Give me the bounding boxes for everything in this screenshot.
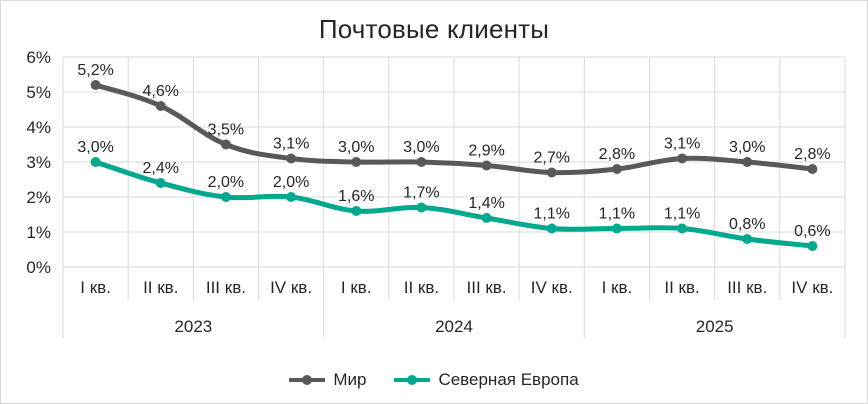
legend-label-northern-europe: Северная Европа [438,370,579,389]
series-line-0 [93,82,815,176]
series-point-1 [286,192,297,202]
data-label-0: 3,0% [729,139,765,156]
series-point-1 [807,241,818,251]
data-label-1: 0,8% [729,216,765,233]
series-point-0 [220,139,231,150]
data-label-1: 0,6% [794,223,830,240]
data-label-1: 1,4% [468,195,504,212]
data-label-0: 2,8% [794,146,830,163]
x-tick-label: IV кв. [270,278,312,297]
series-point-0 [807,164,818,174]
axis-layer: 0% 1% 2% 3% 4% 5% 6% I кв. II кв. III кв. IV кв. I … [26,48,846,338]
grid-layer [62,56,846,268]
data-label-0: 4,6% [143,83,179,100]
x-tick-label: I кв. [602,278,633,297]
y-tick-label: 2% [26,188,51,207]
chart-title: Почтовые клиенты [318,14,550,44]
series-point-0 [546,167,557,178]
x-tick-label: II кв. [404,278,439,297]
data-label-0: 3,0% [338,139,374,156]
data-label-1: 2,4% [143,160,179,177]
x-group-label: 2023 [174,317,212,336]
series-point-0 [416,157,427,167]
data-label-1: 2,0% [273,174,309,191]
data-label-0: 3,1% [664,136,700,153]
x-group-label: 2025 [696,317,734,336]
y-tick-label: 0% [26,258,51,277]
series-point-0 [90,80,101,90]
series-point-1 [677,223,688,234]
x-tick-label: II кв. [143,278,178,297]
series-point-1 [155,178,166,188]
y-tick-label: 1% [26,223,51,242]
series-point-0 [481,160,492,171]
data-label-1: 2,0% [208,174,244,191]
series-point-0 [286,153,297,164]
data-label-0: 2,8% [599,146,635,163]
data-label-1: 1,7% [403,185,439,202]
series-point-1 [416,202,427,213]
series-point-1 [546,223,557,234]
data-label-1: 1,1% [599,206,635,223]
x-group-label: 2024 [435,317,473,336]
legend-label-mir: Мир [333,370,367,389]
series-line-1 [93,159,815,249]
series-point-0 [742,157,753,167]
legend-item-northern-europe[interactable]: Северная Европа [394,370,579,390]
series-point-1 [90,157,101,167]
x-tick-label: II кв. [664,278,699,297]
data-label-0: 3,1% [273,136,309,153]
series-point-1 [351,206,362,216]
x-tick-label: I кв. [80,278,111,297]
chart-legend: Мир Северная Европа [0,370,868,390]
y-tick-label: 4% [26,118,51,137]
data-label-1: 1,6% [338,188,374,205]
series-layer [90,80,818,251]
x-tick-label: III кв. [206,278,246,297]
series-point-1 [742,234,753,244]
series-point-1 [220,192,231,202]
data-label-0: 2,7% [534,150,570,167]
x-tick-label: I кв. [341,278,372,297]
data-label-0: 2,9% [468,143,504,160]
legend-swatch-northern-europe [394,375,431,385]
series-point-0 [611,164,622,174]
series-point-0 [351,157,362,167]
y-tick-label: 6% [26,48,51,67]
series-point-1 [481,213,492,223]
data-label-1: 1,1% [534,206,570,223]
label-layer: 5,2% 4,6% 3,5% 3,1% 3,0% 3,0% 2,9% 2,7% 2,8% 3,1%… [77,62,830,240]
legend-swatch-mir [289,375,326,385]
series-point-0 [677,153,688,164]
data-label-0: 5,2% [77,62,113,79]
y-tick-label: 5% [26,83,51,102]
y-tick-label: 3% [26,153,51,172]
x-tick-label: IV кв. [531,278,573,297]
legend-item-mir[interactable]: Мир [289,370,366,390]
data-label-0: 3,5% [208,122,244,139]
x-tick-label: III кв. [467,278,507,297]
series-point-0 [155,101,166,111]
data-label-1: 1,1% [664,206,700,223]
x-tick-label: III кв. [727,278,767,297]
x-tick-label: IV кв. [791,278,833,297]
data-label-0: 3,0% [403,139,439,156]
data-label-1: 3,0% [77,139,113,156]
series-point-1 [611,223,622,234]
